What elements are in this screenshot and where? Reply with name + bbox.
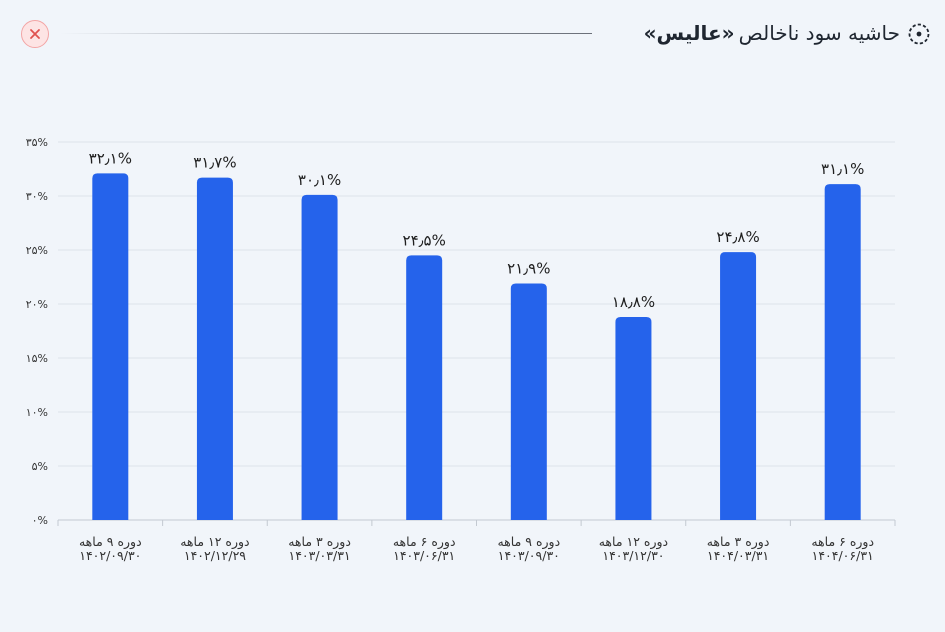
chart-target-icon: [908, 23, 930, 45]
chart-title-prefix: حاشیه سود ناخالص: [738, 21, 900, 45]
y-tick-label: ۵%: [32, 460, 48, 473]
y-tick-label: ۰%: [32, 514, 48, 527]
x-category-date: ۱۴۰۴/۰۳/۳۱: [707, 548, 769, 563]
bar-value-label: ۳۰٫۱%: [298, 171, 341, 189]
bar-value-label: ۳۲٫۱%: [89, 149, 132, 167]
bar-value-label: ۲۴٫۸%: [716, 228, 759, 246]
x-category-date: ۱۴۰۴/۰۶/۳۱: [812, 548, 874, 563]
x-category-label: دوره ۳ ماهه: [288, 534, 351, 550]
bar: [510, 283, 547, 520]
x-category-date: ۱۴۰۲/۰۹/۳۰: [79, 548, 141, 563]
bar-value-label: ۱۸٫۸%: [612, 293, 655, 311]
bar: [824, 184, 861, 520]
y-tick-label: ۲۵%: [26, 244, 48, 257]
x-category-label: دوره ۳ ماهه: [707, 534, 770, 550]
bar: [720, 252, 757, 520]
bar: [615, 316, 652, 520]
x-category-label: دوره ۱۲ ماهه: [180, 534, 249, 550]
bar: [406, 255, 443, 520]
bar-value-label: ۳۱٫۱%: [821, 160, 864, 178]
x-category-label: دوره ۱۲ ماهه: [599, 534, 668, 550]
x-category-date: ۱۴۰۲/۱۲/۲۹: [184, 548, 246, 563]
bar: [92, 173, 129, 520]
y-tick-label: ۱۰%: [26, 406, 48, 419]
chart-header: حاشیه سود ناخالص «عالیس»: [0, 0, 945, 68]
x-category-label: دوره ۹ ماهه: [497, 534, 560, 550]
x-category-date: ۱۴۰۳/۱۲/۳۰: [602, 548, 664, 563]
bar: [301, 194, 338, 521]
y-tick-label: ۳۰%: [26, 190, 48, 203]
x-category-label: دوره ۶ ماهه: [393, 534, 456, 550]
chart-title-stock: «عالیس»: [643, 21, 735, 45]
bar-value-label: ۲۴٫۵%: [403, 231, 446, 249]
x-category-date: ۱۴۰۳/۰۶/۳۱: [393, 548, 455, 563]
bar-value-label: ۳۱٫۷%: [193, 154, 236, 172]
y-tick-label: ۳۵%: [26, 136, 48, 149]
x-category-date: ۱۴۰۳/۰۳/۳۱: [288, 548, 350, 563]
x-category-label: دوره ۹ ماهه: [79, 534, 142, 550]
header-divider: [60, 33, 592, 34]
chart-title: حاشیه سود ناخالص «عالیس»: [644, 18, 900, 48]
close-button[interactable]: [21, 20, 49, 48]
x-category-date: ۱۴۰۳/۰۹/۳۰: [498, 548, 560, 563]
y-tick-label: ۲۰%: [26, 298, 48, 311]
y-tick-label: ۱۵%: [26, 352, 48, 365]
x-category-label: دوره ۶ ماهه: [811, 534, 874, 550]
close-icon: [30, 29, 40, 39]
bar: [196, 177, 233, 520]
bar-value-label: ۲۱٫۹%: [507, 259, 550, 277]
